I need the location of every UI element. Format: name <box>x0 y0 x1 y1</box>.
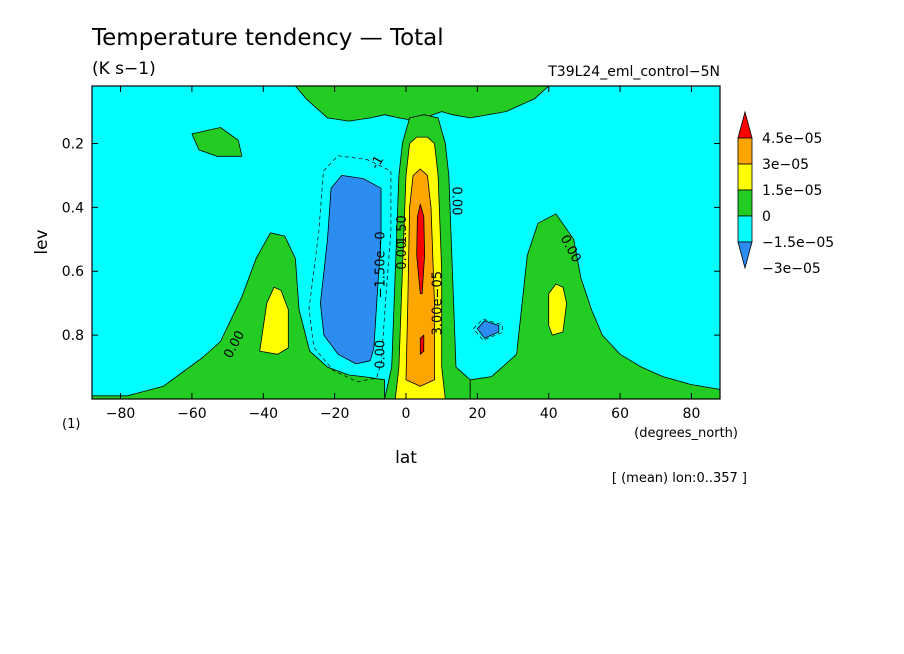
dashed-contour-blue-right <box>472 318 503 341</box>
colorbar-label: 4.5e−05 <box>762 131 822 147</box>
region-green-right-mountain <box>469 213 720 399</box>
y-axis-ticks: 0.2 0.4 0.6 0.8 <box>62 136 720 344</box>
colorbar-segment <box>737 189 753 217</box>
region-yellow-left <box>259 286 289 355</box>
dashed-contour-blue-left <box>308 155 392 383</box>
y-axis-label: lev <box>32 229 52 254</box>
x-axis-label: lat <box>395 448 417 468</box>
x-tick-label: −80 <box>106 406 136 422</box>
contour-label: 0.00 <box>374 340 389 369</box>
contour-labels: 0.00−1.50e−00.00-10.001.503.00e−050.000.… <box>221 153 583 368</box>
x-tick-label: 60 <box>611 406 629 422</box>
run-label: T39L24_eml_control−5N <box>547 64 720 80</box>
region-red-lower <box>419 334 425 355</box>
colorbar-bottom-arrow <box>737 241 753 270</box>
contour-label: 1.50 <box>395 215 410 244</box>
x-tick-label: 80 <box>683 406 701 422</box>
footnote: [ (mean) lon:0..357 ] <box>612 471 747 486</box>
colorbar-top-arrow <box>737 110 753 139</box>
x-tick-label: −40 <box>248 406 278 422</box>
chart-title: Temperature tendency — Total <box>91 25 444 51</box>
x-tick-label: −60 <box>177 406 207 422</box>
y-tick-label: 0.2 <box>62 136 84 152</box>
colorbar-label: −3e−05 <box>762 261 821 277</box>
colorbar-label: 0 <box>762 209 771 225</box>
region-blue-left <box>319 174 382 365</box>
region-yellow-right <box>548 283 567 336</box>
contour-label: 3.00e−05 <box>431 271 446 335</box>
x-tick-label: 40 <box>540 406 558 422</box>
negative-contour-lines <box>308 155 503 383</box>
y-units-label: (1) <box>62 417 80 432</box>
colorbar: 4.5e−05 3e−05 1.5e−05 0 −1.5e−05 −3e−05 <box>737 110 834 277</box>
y-tick-label: 0.8 <box>62 328 84 344</box>
units-label: (K s−1) <box>92 59 156 79</box>
contour-label: −1.50e−0 <box>374 231 389 298</box>
x-units-label: (degrees_north) <box>634 426 738 441</box>
region-red-core <box>416 203 426 295</box>
colorbar-label: −1.5e−05 <box>762 235 834 251</box>
colorbar-label: 3e−05 <box>762 157 809 173</box>
region-blue-right <box>476 320 500 339</box>
region-green-top-left-blob <box>191 127 243 157</box>
y-tick-label: 0.4 <box>62 200 84 216</box>
contour-label: -1 <box>368 153 387 172</box>
contour-label: 0.00 <box>448 187 463 216</box>
colorbar-segment <box>737 137 753 165</box>
region-green-left-mountain <box>92 232 386 399</box>
colorbar-segment <box>737 215 753 243</box>
contour-regions <box>92 86 720 399</box>
colorbar-segment <box>737 163 753 191</box>
x-tick-label: 0 <box>402 406 411 422</box>
contour-label: 0.00 <box>395 241 410 270</box>
y-tick-label: 0.6 <box>62 264 84 280</box>
colorbar-label: 1.5e−05 <box>762 183 822 199</box>
x-tick-label: −20 <box>320 406 350 422</box>
x-tick-label: 20 <box>468 406 486 422</box>
x-axis-ticks: −80 −60 −40 −20 0 20 40 60 80 <box>106 86 701 422</box>
